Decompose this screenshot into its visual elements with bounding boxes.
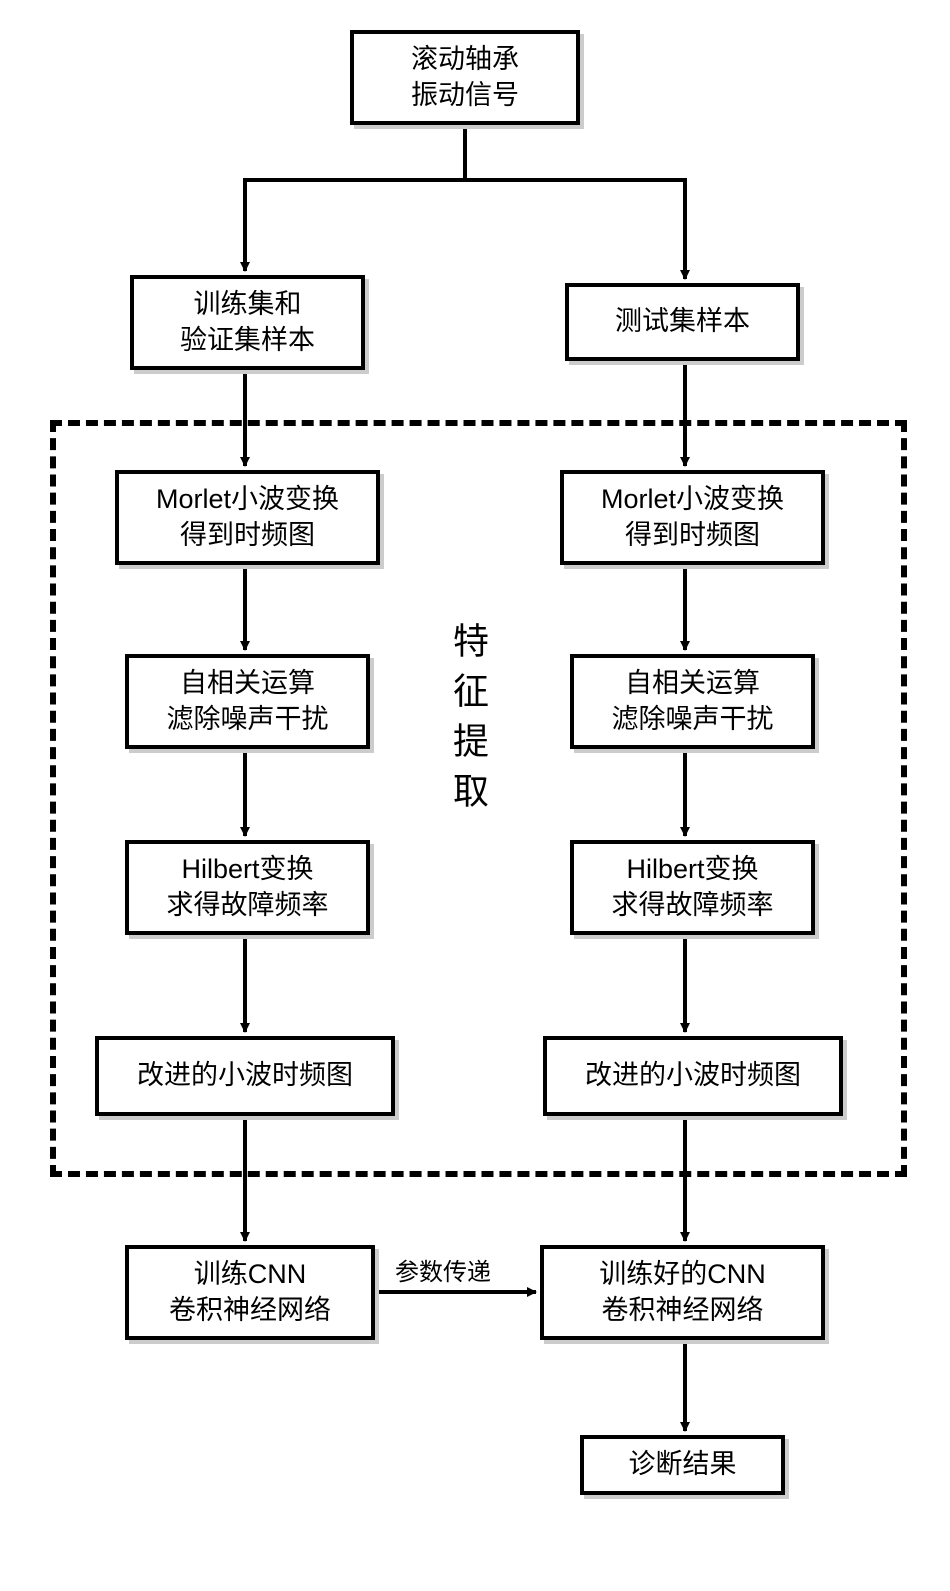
node-autocorr-left: 自相关运算 滤除噪声干扰 <box>125 654 370 749</box>
node-text: 滤除噪声干扰 <box>167 704 329 734</box>
node-trained-cnn: 训练好的CNN 卷积神经网络 <box>540 1245 825 1340</box>
node-result: 诊断结果 <box>580 1435 785 1495</box>
node-text: 自相关运算 <box>180 668 315 698</box>
node-hilbert-left: Hilbert变换 求得故障频率 <box>125 840 370 935</box>
node-text: 滚动轴承 <box>411 44 519 74</box>
node-train-val-set: 训练集和 验证集样本 <box>130 275 365 370</box>
node-text: 求得故障频率 <box>167 890 329 920</box>
node-text: 卷积神经网络 <box>169 1295 331 1325</box>
node-text: 自相关运算 <box>625 668 760 698</box>
node-autocorr-right: 自相关运算 滤除噪声干扰 <box>570 654 815 749</box>
node-text: 得到时频图 <box>180 520 315 550</box>
flowchart-canvas: 滚动轴承 振动信号 训练集和 验证集样本 测试集样本 Morlet小波变换 得到… <box>20 20 930 1571</box>
node-text: 振动信号 <box>411 80 519 110</box>
node-text: 求得故障频率 <box>612 890 774 920</box>
node-text: 训练好的CNN <box>599 1259 766 1289</box>
node-test-set: 测试集样本 <box>565 283 800 361</box>
node-text: Morlet小波变换 <box>156 484 339 514</box>
node-input-signal: 滚动轴承 振动信号 <box>350 30 580 125</box>
node-text: 训练集和 <box>194 289 302 319</box>
node-text: 诊断结果 <box>629 1449 737 1479</box>
node-morlet-left: Morlet小波变换 得到时频图 <box>115 470 380 565</box>
node-improved-tf-right: 改进的小波时频图 <box>543 1036 843 1116</box>
feature-extraction-label: 特征提取 <box>450 622 486 822</box>
node-improved-tf-left: 改进的小波时频图 <box>95 1036 395 1116</box>
node-text: 训练CNN <box>194 1259 307 1289</box>
node-morlet-right: Morlet小波变换 得到时频图 <box>560 470 825 565</box>
node-text: 改进的小波时频图 <box>137 1060 353 1090</box>
node-text: Morlet小波变换 <box>601 484 784 514</box>
param-transfer-label: 参数传递 <box>395 1252 491 1287</box>
node-text: Hilbert变换 <box>626 854 758 884</box>
node-text: 得到时频图 <box>625 520 760 550</box>
node-text: 卷积神经网络 <box>602 1295 764 1325</box>
node-hilbert-right: Hilbert变换 求得故障频率 <box>570 840 815 935</box>
node-text: 滤除噪声干扰 <box>612 704 774 734</box>
node-text: 测试集样本 <box>615 306 750 336</box>
node-train-cnn: 训练CNN 卷积神经网络 <box>125 1245 375 1340</box>
node-text: Hilbert变换 <box>181 854 313 884</box>
node-text: 验证集样本 <box>180 325 315 355</box>
node-text: 改进的小波时频图 <box>585 1060 801 1090</box>
